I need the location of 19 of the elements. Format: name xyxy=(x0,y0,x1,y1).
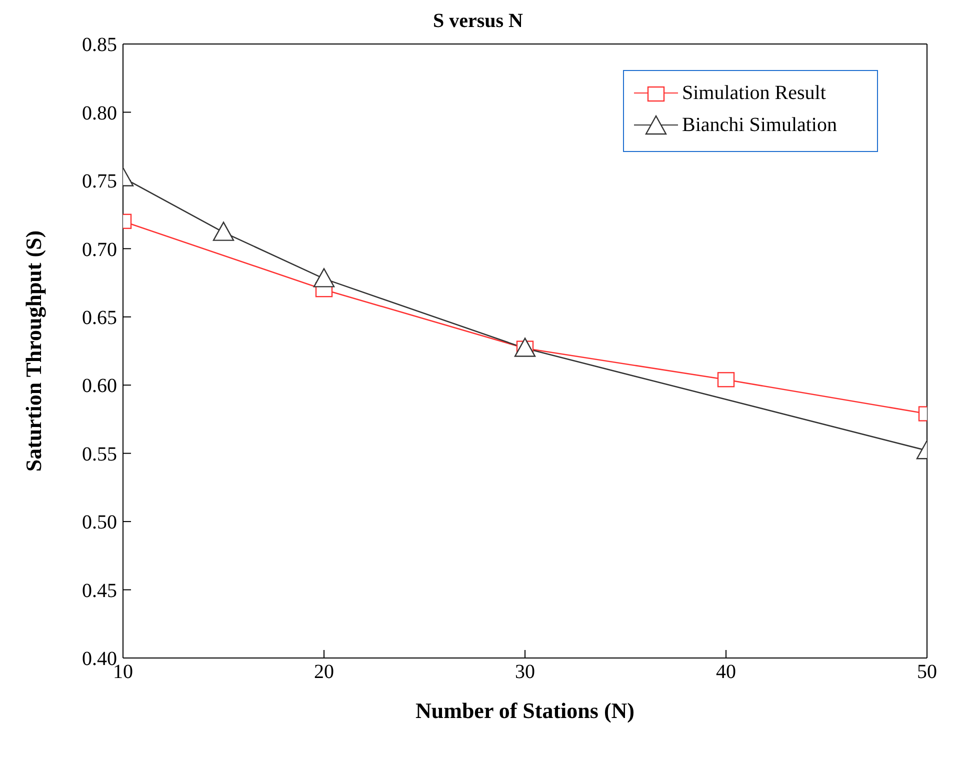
y-axis-title: Saturtion Throughput (S) xyxy=(20,230,46,472)
y-tick-label: 0.45 xyxy=(82,580,117,602)
x-tick-label: 20 xyxy=(314,661,334,684)
legend-label: Simulation Result xyxy=(682,82,826,104)
y-tick-label: 0.80 xyxy=(82,102,117,124)
y-tick-label: 0.55 xyxy=(82,443,117,466)
y-tick-label: 0.65 xyxy=(82,306,117,329)
y-tick-label: 0.75 xyxy=(82,170,117,193)
x-tick-label: 40 xyxy=(716,661,736,684)
x-tick-label: 30 xyxy=(515,661,535,684)
y-tick-label: 0.50 xyxy=(82,512,117,534)
y-tick-label: 0.85 xyxy=(82,34,117,56)
y-tick-label: 0.70 xyxy=(82,238,117,261)
chart-title: S versus N xyxy=(432,10,524,33)
y-tick-label: 0.40 xyxy=(82,648,117,670)
x-tick-label: 50 xyxy=(917,661,937,684)
x-axis-title: Number of Stations (N) xyxy=(416,698,634,723)
y-tick-label: 0.60 xyxy=(82,375,117,398)
legend-label: Bianchi Simulation xyxy=(682,114,837,136)
